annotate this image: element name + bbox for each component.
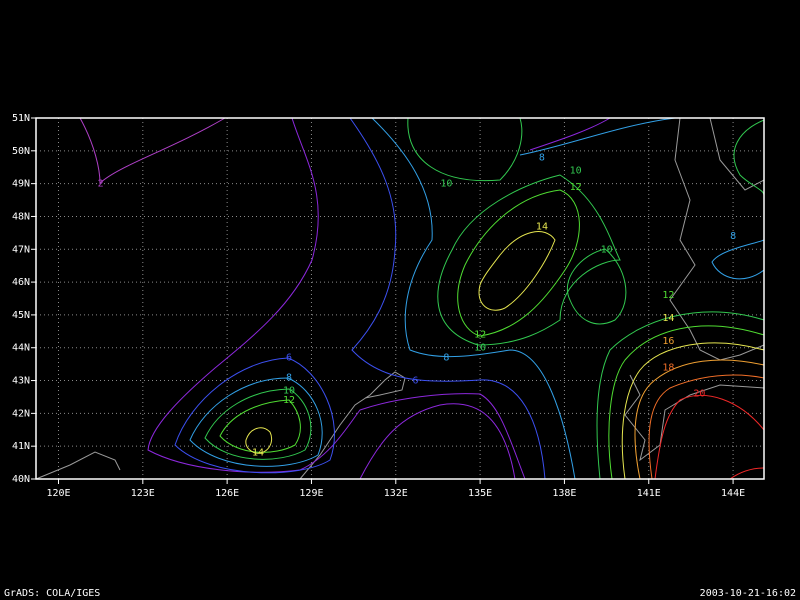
- contour-label: 8: [730, 231, 736, 242]
- contour-label: 10: [440, 179, 452, 190]
- contour-line: [371, 117, 576, 480]
- contour-line: [733, 119, 765, 196]
- contour-label: 8: [539, 152, 545, 163]
- coastline: [624, 374, 765, 462]
- contour-line: [711, 239, 765, 280]
- contour-line: [189, 377, 323, 467]
- y-tick-label: 43N: [12, 376, 30, 387]
- contour-label: 12: [662, 290, 674, 301]
- contour-line: [567, 248, 627, 325]
- y-tick-label: 46N: [12, 277, 30, 288]
- x-tick-label: 135E: [468, 488, 492, 499]
- contour-label: 8: [443, 353, 449, 364]
- contour-label: 10: [601, 244, 613, 255]
- plot-frame: [35, 117, 765, 480]
- y-tick-label: 41N: [12, 441, 30, 452]
- contour-label: 6: [412, 376, 418, 387]
- x-tick-label: 144E: [721, 488, 745, 499]
- contour-line: [245, 427, 273, 454]
- coastline: [35, 451, 121, 480]
- y-tick-label: 51N: [12, 113, 30, 124]
- contour-line: [457, 189, 580, 337]
- contour-label: 10: [474, 343, 486, 354]
- contour-label: 2: [98, 179, 104, 190]
- contour-line: [219, 399, 301, 453]
- contour-line: [79, 117, 226, 185]
- y-tick-label: 40N: [12, 474, 30, 485]
- x-tick-label: 129E: [299, 488, 323, 499]
- contour-label: 12: [283, 395, 295, 406]
- footer-left: GrADS: COLA/IGES: [4, 588, 100, 599]
- contour-line: [437, 174, 621, 346]
- contour-label: 18: [662, 362, 674, 373]
- contour-label: 16: [662, 336, 674, 347]
- contour-label: 10: [283, 385, 295, 396]
- contour-line: [147, 117, 526, 480]
- footer-right: 2003-10-21-16:02: [700, 588, 796, 599]
- contour-label: 6: [286, 353, 292, 364]
- contour-label: 14: [536, 221, 548, 232]
- contour-line: [349, 117, 546, 480]
- y-tick-label: 50N: [12, 146, 30, 157]
- y-tick-label: 48N: [12, 211, 30, 222]
- x-tick-label: 120E: [46, 488, 70, 499]
- contour-label: 10: [570, 166, 582, 177]
- contour-label: 12: [474, 330, 486, 341]
- contour-line: [359, 403, 516, 480]
- coastline: [299, 371, 406, 480]
- contour-line: [608, 325, 765, 480]
- contour-line: [729, 467, 765, 480]
- contour-line: [596, 311, 765, 480]
- contour-line: [654, 394, 765, 480]
- contour-line: [519, 117, 676, 156]
- coastline: [669, 117, 765, 361]
- contour-line: [634, 359, 765, 480]
- contour-label: 14: [662, 313, 674, 324]
- contour-line: [407, 117, 523, 182]
- y-tick-label: 49N: [12, 179, 30, 190]
- x-tick-label: 138E: [552, 488, 576, 499]
- contour-line: [174, 357, 335, 474]
- x-tick-label: 123E: [131, 488, 155, 499]
- contour-line: [204, 388, 312, 460]
- contour-line: [621, 342, 765, 480]
- contour-line: [478, 231, 556, 311]
- coastline: [709, 117, 765, 191]
- contour-line: [529, 117, 611, 151]
- contour-label: 20: [693, 389, 705, 400]
- y-tick-label: 42N: [12, 408, 30, 419]
- x-tick-label: 126E: [215, 488, 239, 499]
- contour-label: 14: [252, 448, 264, 459]
- y-tick-label: 44N: [12, 343, 30, 354]
- x-tick-label: 132E: [384, 488, 408, 499]
- x-tick-label: 141E: [637, 488, 661, 499]
- contours: [35, 117, 765, 480]
- contour-label: 8: [286, 372, 292, 383]
- y-tick-label: 45N: [12, 310, 30, 321]
- contour-label: 12: [570, 182, 582, 193]
- contour-line: [648, 374, 765, 480]
- y-tick-label: 47N: [12, 244, 30, 255]
